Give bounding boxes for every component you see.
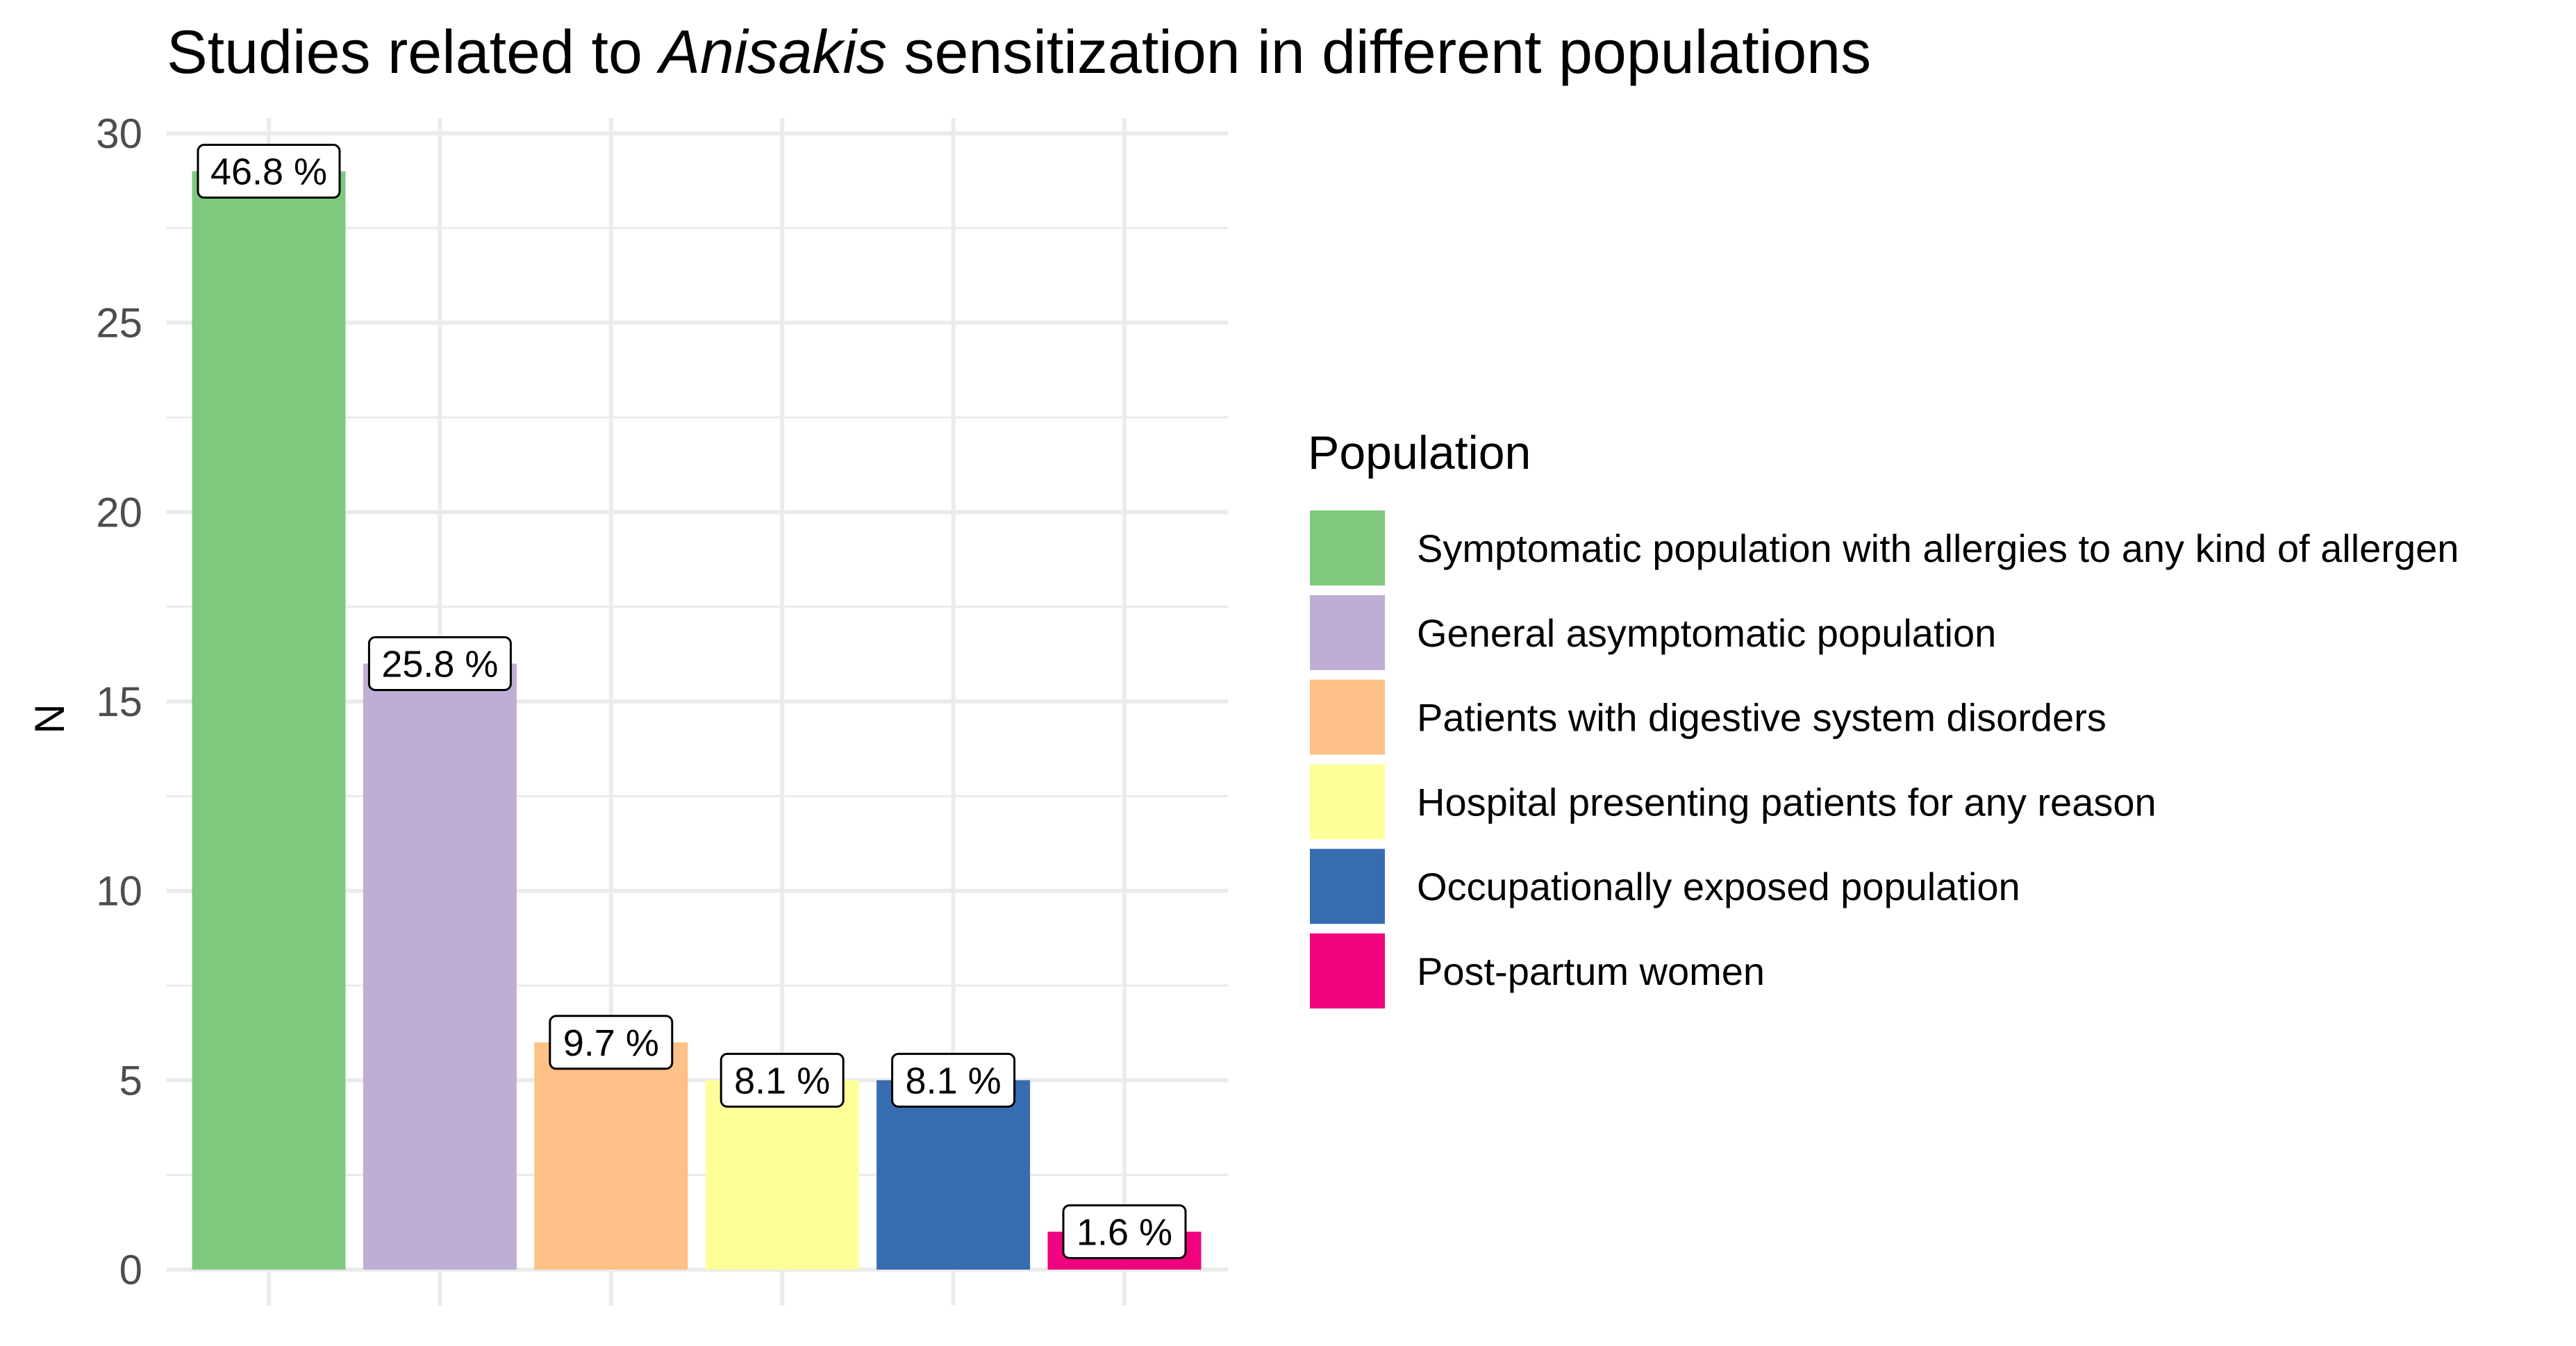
bar-data-label: 46.8 %: [197, 144, 341, 199]
chart-title-italic: Anisakis: [656, 17, 887, 86]
y-axis-title: N: [26, 704, 73, 733]
legend-item: General asymptomatic population: [1310, 595, 1996, 670]
bar-data-label-box: [549, 1015, 674, 1070]
legend-label: Patients with digestive system disorders: [1417, 696, 2106, 740]
bar-data-label-box: [197, 144, 341, 199]
chart-title-part-1: Studies related to: [167, 17, 659, 86]
bar-data-label: 8.1 %: [720, 1052, 845, 1108]
bar-data-label-text: 8.1 %: [906, 1060, 1002, 1102]
y-tick-label: 25: [96, 300, 142, 347]
legend-label: General asymptomatic population: [1417, 611, 1996, 655]
bar: [876, 1080, 1031, 1270]
y-axis: 0 5 10 15 20 25 30: [96, 110, 142, 1293]
bar-data-label: 1.6 %: [1062, 1204, 1187, 1259]
y-tick-label: 15: [96, 679, 142, 725]
legend-title: Population: [1308, 426, 1531, 479]
legend-label: Occupationally exposed population: [1417, 865, 2020, 908]
legend-key: [1310, 764, 1385, 840]
bar-data-label-box: [720, 1052, 845, 1108]
legend-item: Occupationally exposed population: [1310, 849, 2020, 924]
legend-label: Symptomatic population with allergies to…: [1417, 526, 2459, 570]
bars: [192, 171, 1202, 1270]
bar: [534, 1042, 688, 1270]
bar: [192, 171, 346, 1270]
legend: Population Symptomatic population with a…: [1308, 426, 2459, 1008]
bar-data-label-text: 25.8 %: [381, 643, 498, 685]
chart-title: Studies related to Anisakis sensitizatio…: [167, 17, 1871, 86]
y-tick-label: 5: [119, 1057, 142, 1104]
y-tick-label: 10: [96, 868, 142, 915]
legend-items: Symptomatic population with allergies to…: [1310, 510, 2459, 1008]
bar-labels: 46.8 % 25.8 % 9.7 % 8.1 % 8.1 % 1.6 %: [197, 144, 1187, 1259]
bar-data-label-box: [891, 1052, 1016, 1108]
bar: [705, 1080, 859, 1270]
legend-key: [1310, 933, 1385, 1008]
bar-data-label: 9.7 %: [549, 1015, 674, 1070]
bar-data-label: 25.8 %: [367, 635, 512, 691]
bar-data-label-text: 1.6 %: [1077, 1211, 1172, 1253]
y-tick-label: 0: [119, 1247, 142, 1293]
legend-key: [1310, 510, 1385, 585]
bar-data-label-box: [1062, 1204, 1187, 1259]
bar-data-label-box: [367, 635, 512, 691]
legend-key: [1310, 595, 1385, 670]
legend-label: Post-partum women: [1417, 949, 1765, 993]
legend-item: Patients with digestive system disorders: [1310, 679, 2106, 755]
legend-key: [1310, 849, 1385, 924]
legend-item: Symptomatic population with allergies to…: [1310, 510, 2459, 585]
legend-key: [1310, 679, 1385, 755]
chart-title-part-3: sensitization in different populations: [887, 17, 1871, 86]
legend-item: Post-partum women: [1310, 933, 1765, 1008]
legend-label: Hospital presenting patients for any rea…: [1417, 780, 2157, 824]
bar-data-label: 8.1 %: [891, 1052, 1016, 1108]
bar-data-label-text: 46.8 %: [210, 151, 327, 193]
legend-item: Hospital presenting patients for any rea…: [1310, 764, 2157, 840]
y-tick-label: 20: [96, 489, 142, 535]
bar-data-label-text: 9.7 %: [563, 1022, 659, 1064]
y-tick-label: 30: [96, 110, 142, 157]
bar-data-label-text: 8.1 %: [734, 1060, 830, 1102]
bar: [363, 663, 517, 1270]
